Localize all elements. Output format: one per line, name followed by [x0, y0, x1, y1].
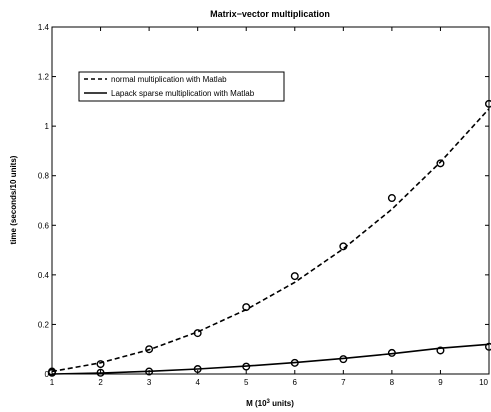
x-tick-label: 2	[98, 378, 103, 387]
x-axis-label-superscript: 3	[267, 399, 271, 405]
legend-label-normal: normal multiplication with Matlab	[111, 75, 227, 84]
series-line-0	[51, 108, 490, 373]
series-1-point	[193, 365, 202, 374]
y-tick-label: 0.4	[38, 271, 50, 280]
series-1-point	[242, 362, 251, 371]
series-0-point	[387, 194, 396, 203]
series-1-point	[48, 368, 57, 377]
series-1-point	[96, 368, 105, 377]
series-0-point	[485, 99, 491, 108]
x-tick-label: 5	[244, 378, 249, 387]
series-1-point	[339, 355, 348, 364]
x-tick-label: 7	[341, 378, 346, 387]
x-tick-label: 10	[479, 378, 488, 387]
x-tick-label: 6	[293, 378, 298, 387]
series-0-point	[96, 360, 105, 369]
series-line-1	[51, 343, 490, 375]
y-tick-label: 1.4	[38, 23, 50, 32]
y-tick-label: 0.2	[38, 320, 50, 329]
x-tick-label: 8	[390, 378, 395, 387]
series-0-point	[436, 159, 445, 168]
series-1-point	[436, 346, 445, 355]
chart-title: Matrix−vector multiplication	[210, 9, 330, 19]
y-tick-label: 0.8	[38, 172, 50, 181]
x-tick-label: 9	[438, 378, 443, 387]
series-1-point	[485, 342, 491, 351]
series-0-point	[339, 242, 348, 251]
series-0-point	[145, 345, 154, 354]
legend-box	[78, 71, 285, 102]
y-tick-label: 1.2	[38, 73, 50, 82]
series-0-point	[242, 303, 251, 312]
y-tick-label: 0.6	[38, 221, 50, 230]
series-1-point	[387, 348, 396, 357]
legend: normal multiplication with Matlab Lapack…	[78, 71, 285, 102]
y-tick-label: 0	[45, 370, 50, 379]
x-axis-label-prefix: M (10	[246, 399, 267, 408]
x-tick-label: 3	[147, 378, 152, 387]
legend-label-lapack: Lapack sparse multiplication with Matlab	[111, 89, 255, 98]
series-1-point	[145, 367, 154, 376]
series-0-point	[290, 272, 299, 281]
y-tick-label: 1	[45, 122, 50, 131]
y-axis-label: time (seconds/10 units)	[9, 155, 18, 244]
x-tick-label: 1	[50, 378, 55, 387]
x-axis-label: M (103 units)	[246, 399, 294, 408]
x-axis-ticks: 1 2 3 4 5 6 7 8 9 10	[50, 27, 490, 387]
x-axis-label-suffix: units)	[270, 399, 294, 408]
series-layer	[48, 99, 491, 377]
series-1-point	[290, 358, 299, 367]
series-0-point	[193, 329, 202, 338]
x-tick-label: 4	[195, 378, 200, 387]
